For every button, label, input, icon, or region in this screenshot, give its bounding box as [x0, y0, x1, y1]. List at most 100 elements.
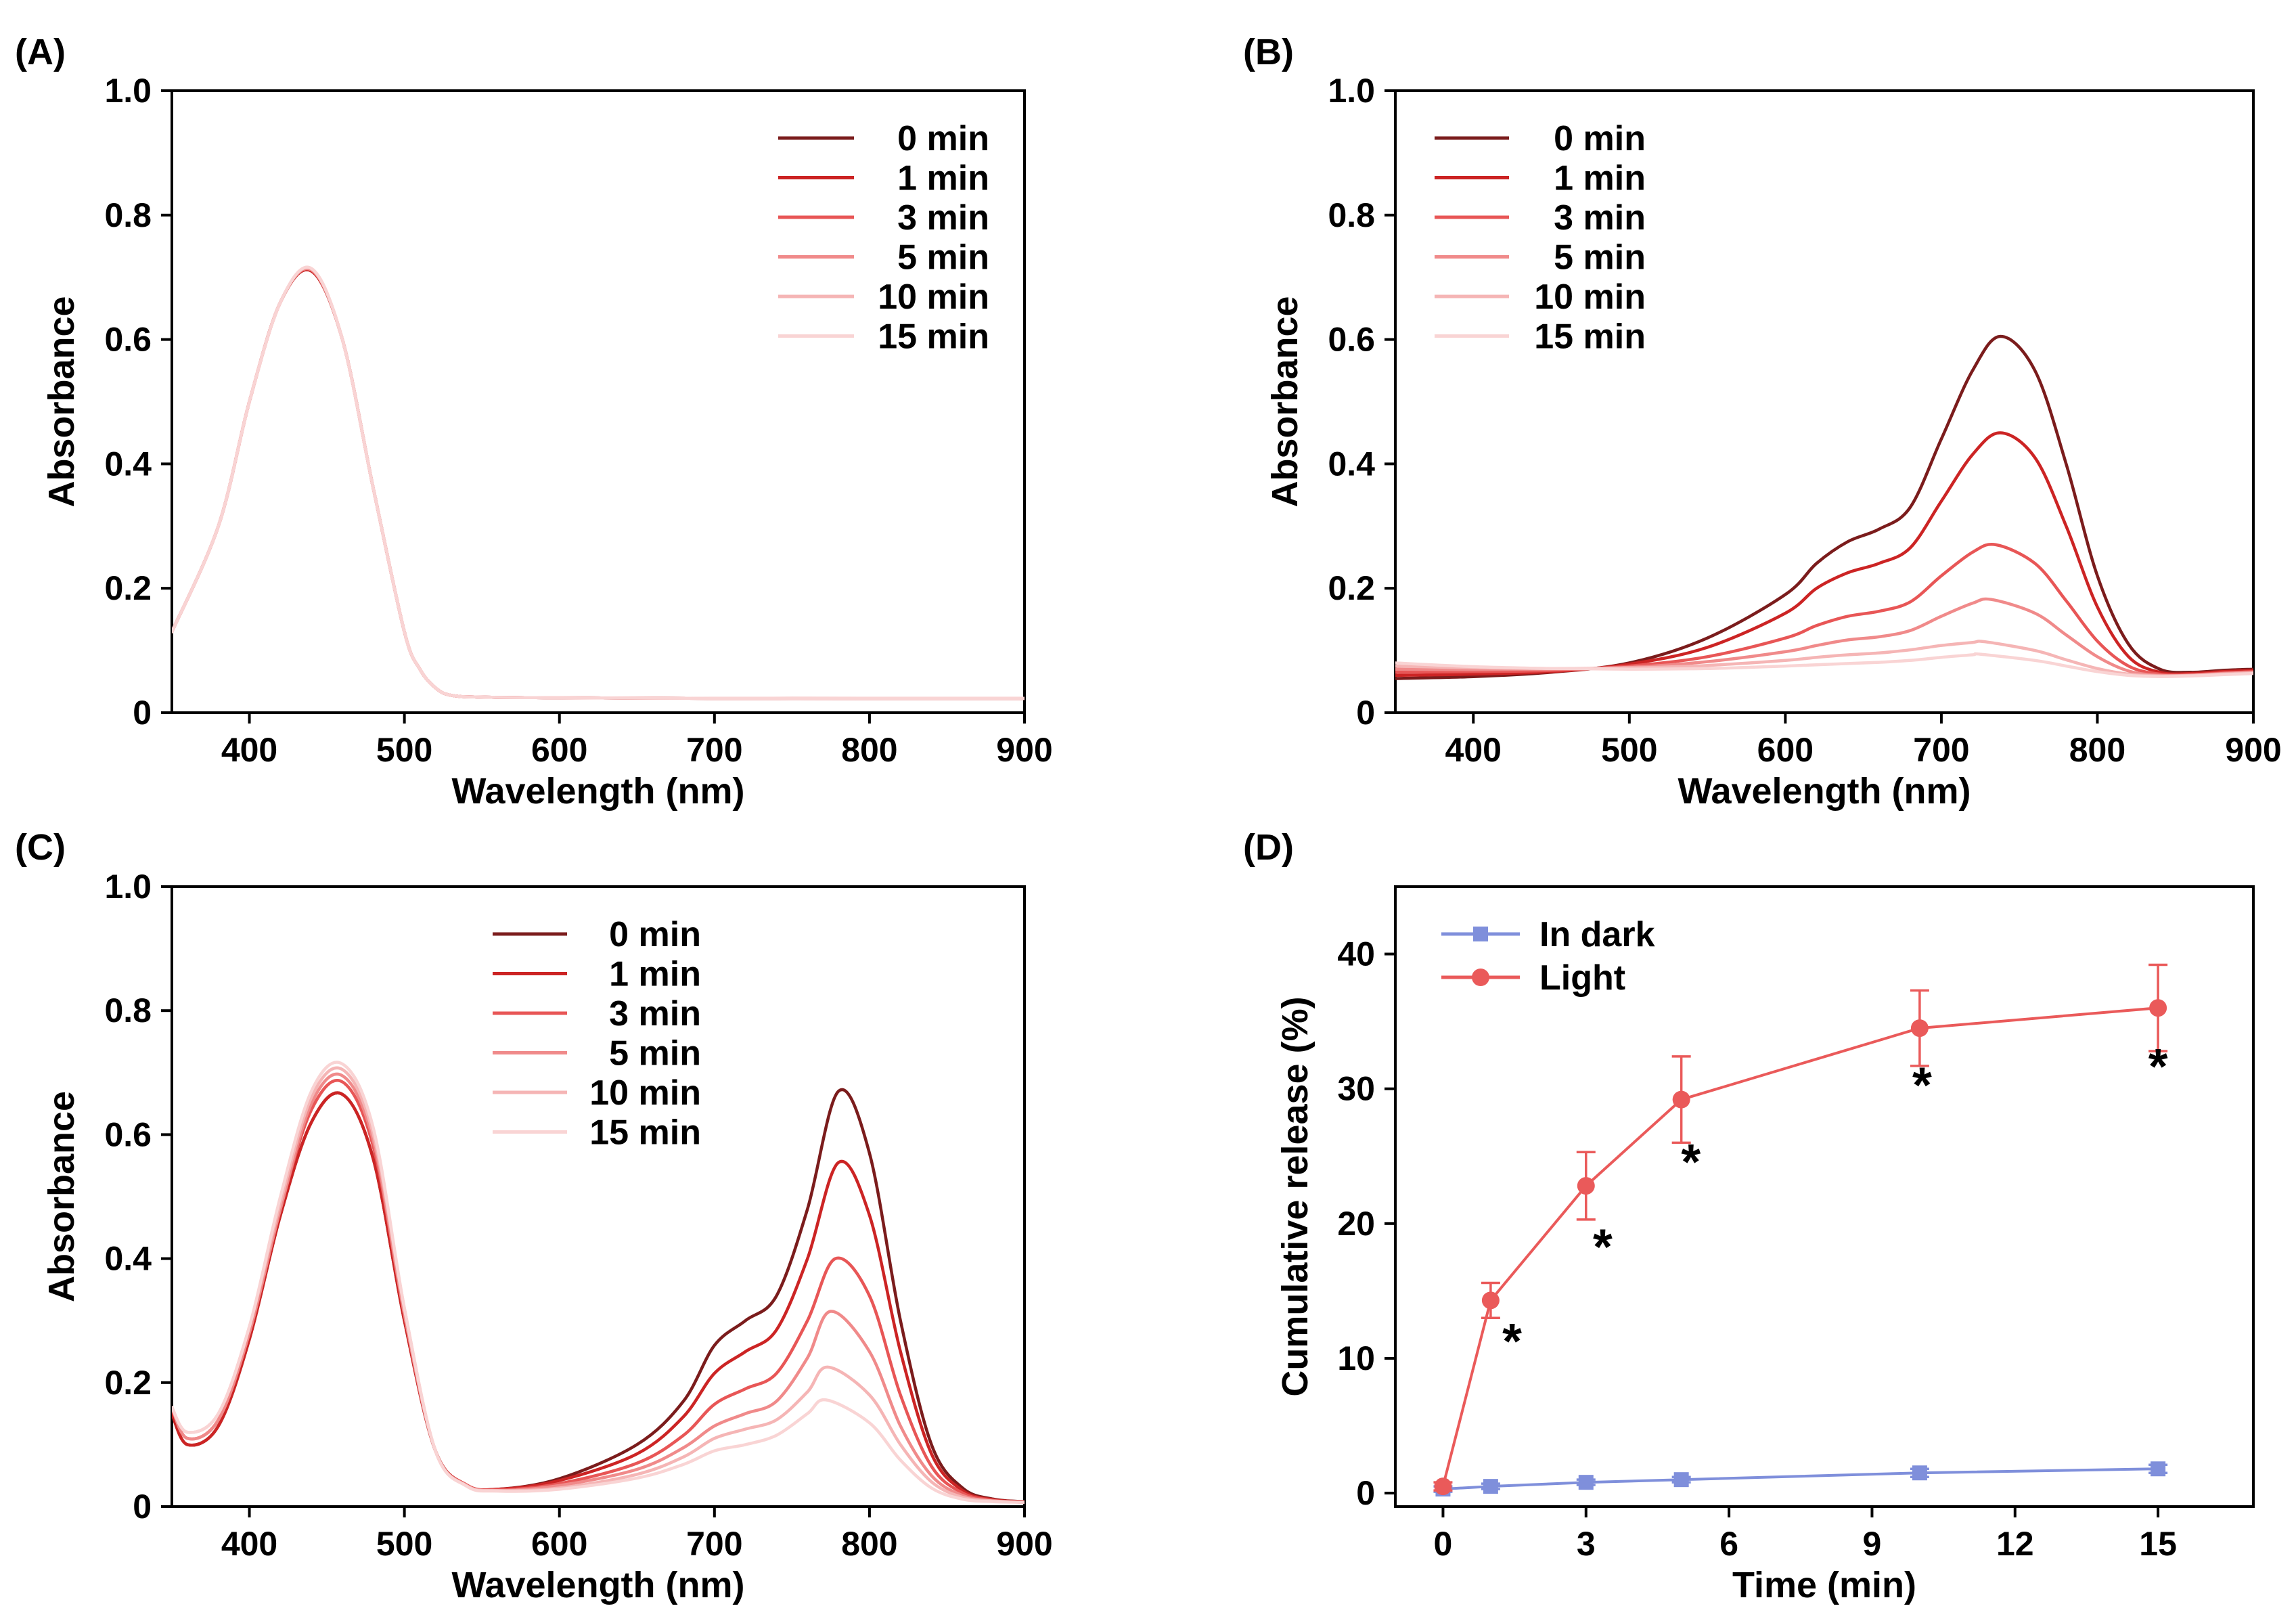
panel-c-series-1-min-line [172, 1091, 1025, 1503]
panel-b-legend-item-5-min-label: 5 min [1554, 238, 1646, 277]
panel-d-series-in-dark-point [1673, 1472, 1689, 1488]
panel-d-x-tick-label: 3 [1577, 1525, 1596, 1563]
panel-b-series-group [1395, 334, 2253, 680]
panel-d-legend-item-light-label: Light [1539, 958, 1625, 998]
panel-b-plot-frame [1394, 89, 2255, 714]
panel-d-x-tick-label: 12 [1996, 1525, 2034, 1563]
panel-c-x-tick-label: 400 [221, 1525, 277, 1563]
panel-b: (B) 400 500 600 700 800 900 0 0.2 0.4 0.6 0.8 1.0 Wav… [1243, 32, 2282, 812]
panel-d-x-tick-label: 6 [1719, 1525, 1738, 1563]
panel-b-y-tick-label: 1.0 [1328, 72, 1375, 110]
panel-d-x-tick-label: 0 [1434, 1525, 1453, 1563]
panel-d-significance-star: * [1681, 1134, 1701, 1190]
panel-a-series-15-min-line [172, 265, 1025, 701]
panel-c-legend-item-1-min-label: 1 min [609, 955, 701, 994]
panel-c-x-tick-label: 600 [531, 1525, 587, 1563]
panel-a-y-tick-label: 0 [133, 694, 152, 732]
panel-b-legend-item-3-min-label: 3 min [1554, 198, 1646, 238]
panel-d-y-tick-label: 10 [1337, 1339, 1375, 1377]
panel-d-y-axis-title: Cumulative release (%) [1275, 996, 1315, 1396]
panel-b-y-tick-label: 0.8 [1328, 196, 1375, 234]
panel-d-series-in-dark-point [2151, 1461, 2166, 1477]
panel-a-legend-item-5-min-label: 5 min [897, 238, 989, 277]
panel-b-y-tick-label: 0.6 [1328, 321, 1375, 359]
panel-c-y-tick-label: 0.8 [104, 992, 152, 1029]
panel-d-y-tick-label: 0 [1356, 1474, 1375, 1512]
panel-a-x-tick-label: 800 [841, 731, 897, 769]
panel-b-legend-item-10-min-label: 10 min [1534, 277, 1646, 317]
panel-d-y-tick-label: 40 [1337, 935, 1375, 973]
panel-d-series-light-point [1434, 1477, 1452, 1496]
panel-a: (A) 400 500 600 700 800 900 0 0.2 0.4 0.6 0.8 1.0 Wav… [15, 32, 1053, 812]
panel-a-legend-item-10-min-label: 10 min [878, 277, 989, 317]
panel-d-series-light-point [1481, 1291, 1500, 1310]
panel-d-series-in-dark-point [1578, 1475, 1594, 1490]
panel-a-series-group [172, 265, 1025, 701]
panel-d-series-group [1441, 1006, 2160, 1491]
panel-a-plot-frame [171, 89, 1026, 714]
panel-a-y-tick-label: 0.4 [104, 445, 152, 483]
panel-d-y-tick-label: 30 [1337, 1070, 1375, 1108]
panel-b-x-tick-label: 700 [1913, 731, 1969, 769]
panel-c-y-tick-label: 0 [133, 1488, 152, 1526]
panel-c-series-15-min-line [172, 1061, 1025, 1504]
panel-c-x-tick-label: 900 [996, 1525, 1052, 1563]
panel-b-y-tick-label: 0 [1356, 694, 1375, 732]
panel-a-y-tick-label: 0.8 [104, 196, 152, 234]
panel-b-legend-item-1-min-label: 1 min [1554, 159, 1646, 198]
panel-a-label: (A) [15, 32, 66, 72]
panel-c-legend-item-0-min-label: 0 min [609, 915, 701, 954]
panel-d-significance-star: * [2148, 1038, 2168, 1094]
panel-b-y-axis-title: Absorbance [1265, 296, 1305, 507]
panel-d-legend-item-in-dark-label: In dark [1539, 915, 1655, 954]
panel-b-series-15-min-line [1395, 652, 2253, 678]
panel-d-series-light-line [1441, 1006, 2160, 1488]
panel-b-x-tick-label: 400 [1445, 731, 1502, 769]
panel-d: (D) 0 3 6 9 12 15 0 10 20 30 40 Time (min) Cumulative… [1243, 827, 2255, 1605]
panel-c-y-tick-label: 0.4 [104, 1240, 152, 1278]
panel-d-significance-star: * [1593, 1219, 1613, 1275]
panel-c: (C) 400 500 600 700 800 900 0 0.2 0.4 0.6 0.8 1.0 Wav… [15, 827, 1053, 1605]
panel-c-x-tick-label: 800 [841, 1525, 897, 1563]
panel-d-y-tick-label: 20 [1337, 1205, 1375, 1243]
panel-c-x-axis-title: Wavelength (nm) [451, 1565, 744, 1605]
panel-d-label: (D) [1243, 827, 1294, 868]
panel-a-x-tick-label: 900 [996, 731, 1052, 769]
panel-c-y-tick-label: 0.6 [104, 1115, 152, 1153]
panel-c-y-axis-title: Absorbance [41, 1091, 82, 1302]
panel-c-legend-item-15-min-label: 15 min [589, 1113, 701, 1153]
panel-b-x-tick-label: 600 [1757, 731, 1814, 769]
panel-a-legend-item-3-min-label: 3 min [897, 198, 989, 238]
panel-d-plot-frame [1394, 885, 2255, 1508]
panel-c-y-tick-label: 1.0 [104, 868, 152, 906]
panel-a-x-axis-title: Wavelength (nm) [451, 771, 744, 812]
panel-d-series-light-point [1577, 1177, 1595, 1195]
panel-c-legend-item-3-min-label: 3 min [609, 994, 701, 1033]
panel-b-x-tick-label: 900 [2225, 731, 2281, 769]
panel-d-series-light-point [2149, 999, 2167, 1017]
panel-d-series-in-dark-point [1483, 1479, 1498, 1494]
panel-d-x-tick-label: 15 [2139, 1525, 2177, 1563]
panel-c-legend-item-10-min-label: 10 min [589, 1073, 701, 1113]
panel-d-series-in-dark-point [1912, 1465, 1927, 1481]
panel-c-label: (C) [15, 827, 66, 868]
panel-d-x-tick-label: 9 [1863, 1525, 1882, 1563]
panel-c-series-group [172, 1061, 1025, 1504]
panel-d-series-light-point [1910, 1019, 1929, 1038]
panel-c-y-tick-label: 0.2 [104, 1364, 152, 1402]
panel-b-y-tick-label: 0.2 [1328, 569, 1375, 607]
panel-a-y-axis-title: Absorbance [41, 296, 82, 507]
panel-d-significance-star: * [1912, 1057, 1932, 1113]
panel-b-y-tick-label: 0.4 [1328, 445, 1375, 483]
panel-b-label: (B) [1243, 32, 1294, 72]
panel-b-x-axis-title: Wavelength (nm) [1678, 771, 1971, 812]
panel-a-y-tick-label: 1.0 [104, 72, 152, 110]
panel-a-x-tick-label: 600 [531, 731, 587, 769]
panel-d-series-in-dark-line [1441, 1467, 2160, 1491]
panel-b-series-0-min-line [1395, 334, 2253, 680]
panel-a-x-tick-label: 400 [221, 731, 277, 769]
